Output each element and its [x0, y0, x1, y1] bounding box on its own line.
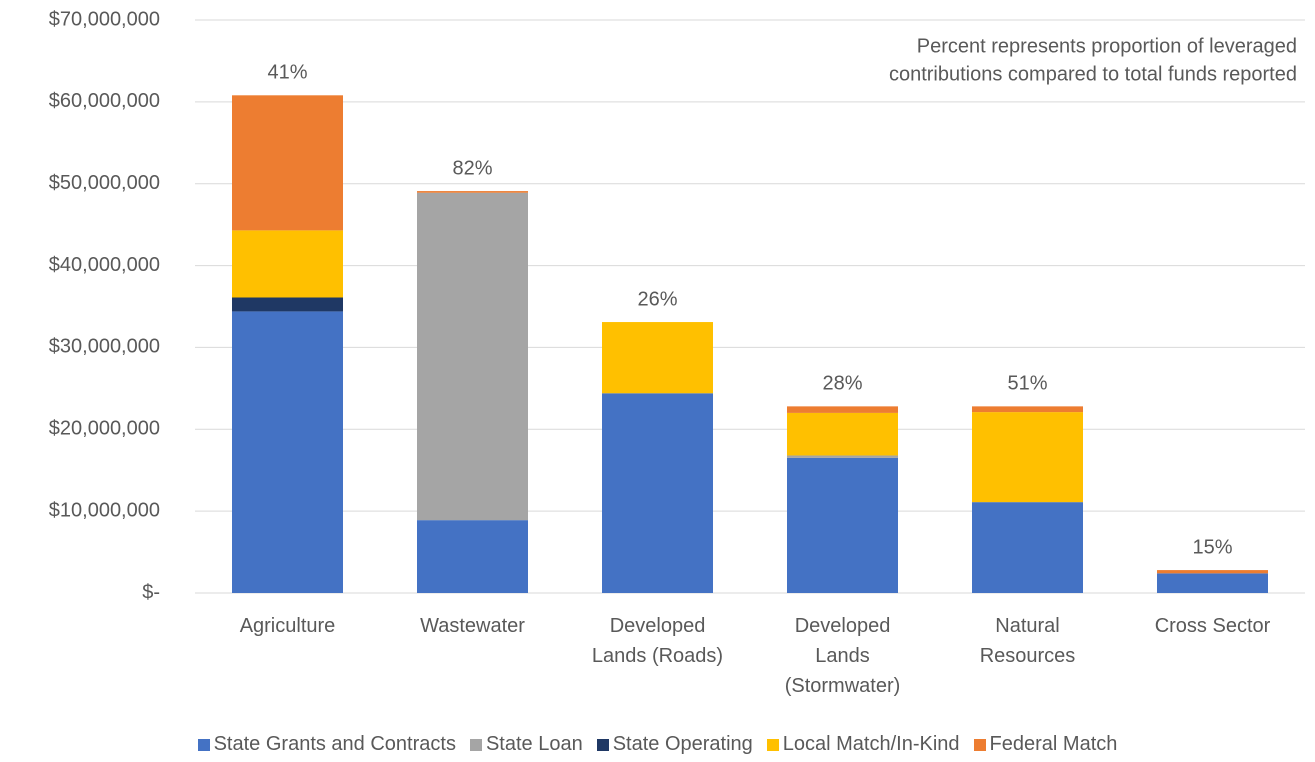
bar-segment — [602, 393, 713, 593]
bar-segment — [232, 230, 343, 298]
bar-segment — [972, 412, 1083, 503]
legend-item: State Loan — [469, 733, 583, 756]
bar-segment — [1157, 573, 1268, 593]
legend-item: Federal Match — [973, 733, 1118, 756]
x-tick-label: Agriculture — [240, 615, 336, 637]
bar-segment — [232, 297, 343, 312]
legend-item: State Grants and Contracts — [197, 733, 456, 756]
annotation: Percent represents proportion of leverag… — [917, 35, 1297, 57]
bar-segment — [232, 95, 343, 231]
y-tick-label: $10,000,000 — [49, 499, 160, 521]
legend-swatch — [596, 738, 609, 751]
y-tick-label: $40,000,000 — [49, 254, 160, 276]
x-tick-label: Developed Lands (Stormwater) — [785, 615, 901, 697]
bar-segment — [417, 191, 528, 193]
legend-swatch — [766, 738, 779, 751]
annotation: contributions compared to total funds re… — [889, 63, 1297, 85]
bar-segment — [417, 520, 528, 593]
x-tick-label: Cross Sector — [1155, 615, 1271, 637]
bar-segment — [787, 406, 898, 413]
bar-segment — [787, 455, 898, 458]
bar-segment — [787, 412, 898, 456]
legend-label: State Grants and Contracts — [213, 733, 456, 755]
chart: $- $10,000,000 $20,000,000 $30,000,000 $40,0… — [49, 8, 1305, 697]
legend-label: State Loan — [485, 733, 583, 755]
percent-label: 15% — [1192, 536, 1232, 558]
bar-segment — [417, 192, 528, 521]
x-tick-label: Developed Lands (Roads) — [592, 615, 723, 667]
legend: State Grants and Contracts State Loan Stat… — [0, 733, 1315, 756]
percent-label: 26% — [637, 288, 677, 310]
legend-item: State Operating — [596, 733, 753, 756]
x-tick-label: Wastewater — [420, 615, 525, 637]
y-tick-label: $- — [142, 581, 160, 603]
legend-item: Local Match/In-Kind — [766, 733, 960, 756]
y-tick-label: $50,000,000 — [49, 172, 160, 194]
bar-segment — [232, 311, 343, 593]
percent-label: 82% — [452, 157, 492, 179]
legend-label: State Operating — [612, 733, 753, 755]
legend-swatch — [973, 738, 986, 751]
y-tick-label: $70,000,000 — [49, 8, 160, 30]
bar-segment — [787, 457, 898, 593]
bar-segment — [972, 406, 1083, 413]
y-tick-label: $60,000,000 — [49, 90, 160, 112]
bar-segment — [1157, 570, 1268, 574]
x-tick-label: Natural Resources — [980, 615, 1076, 667]
legend-label: Local Match/In-Kind — [782, 733, 960, 755]
bar-segment — [602, 322, 713, 394]
legend-swatch — [469, 738, 482, 751]
y-tick-label: $30,000,000 — [49, 336, 160, 358]
bar-segment — [972, 502, 1083, 593]
percent-label: 28% — [822, 373, 862, 395]
legend-swatch — [197, 738, 210, 751]
legend-label: Federal Match — [989, 733, 1118, 755]
y-tick-label: $20,000,000 — [49, 418, 160, 440]
percent-label: 51% — [1007, 373, 1047, 395]
percent-label: 41% — [267, 62, 307, 84]
